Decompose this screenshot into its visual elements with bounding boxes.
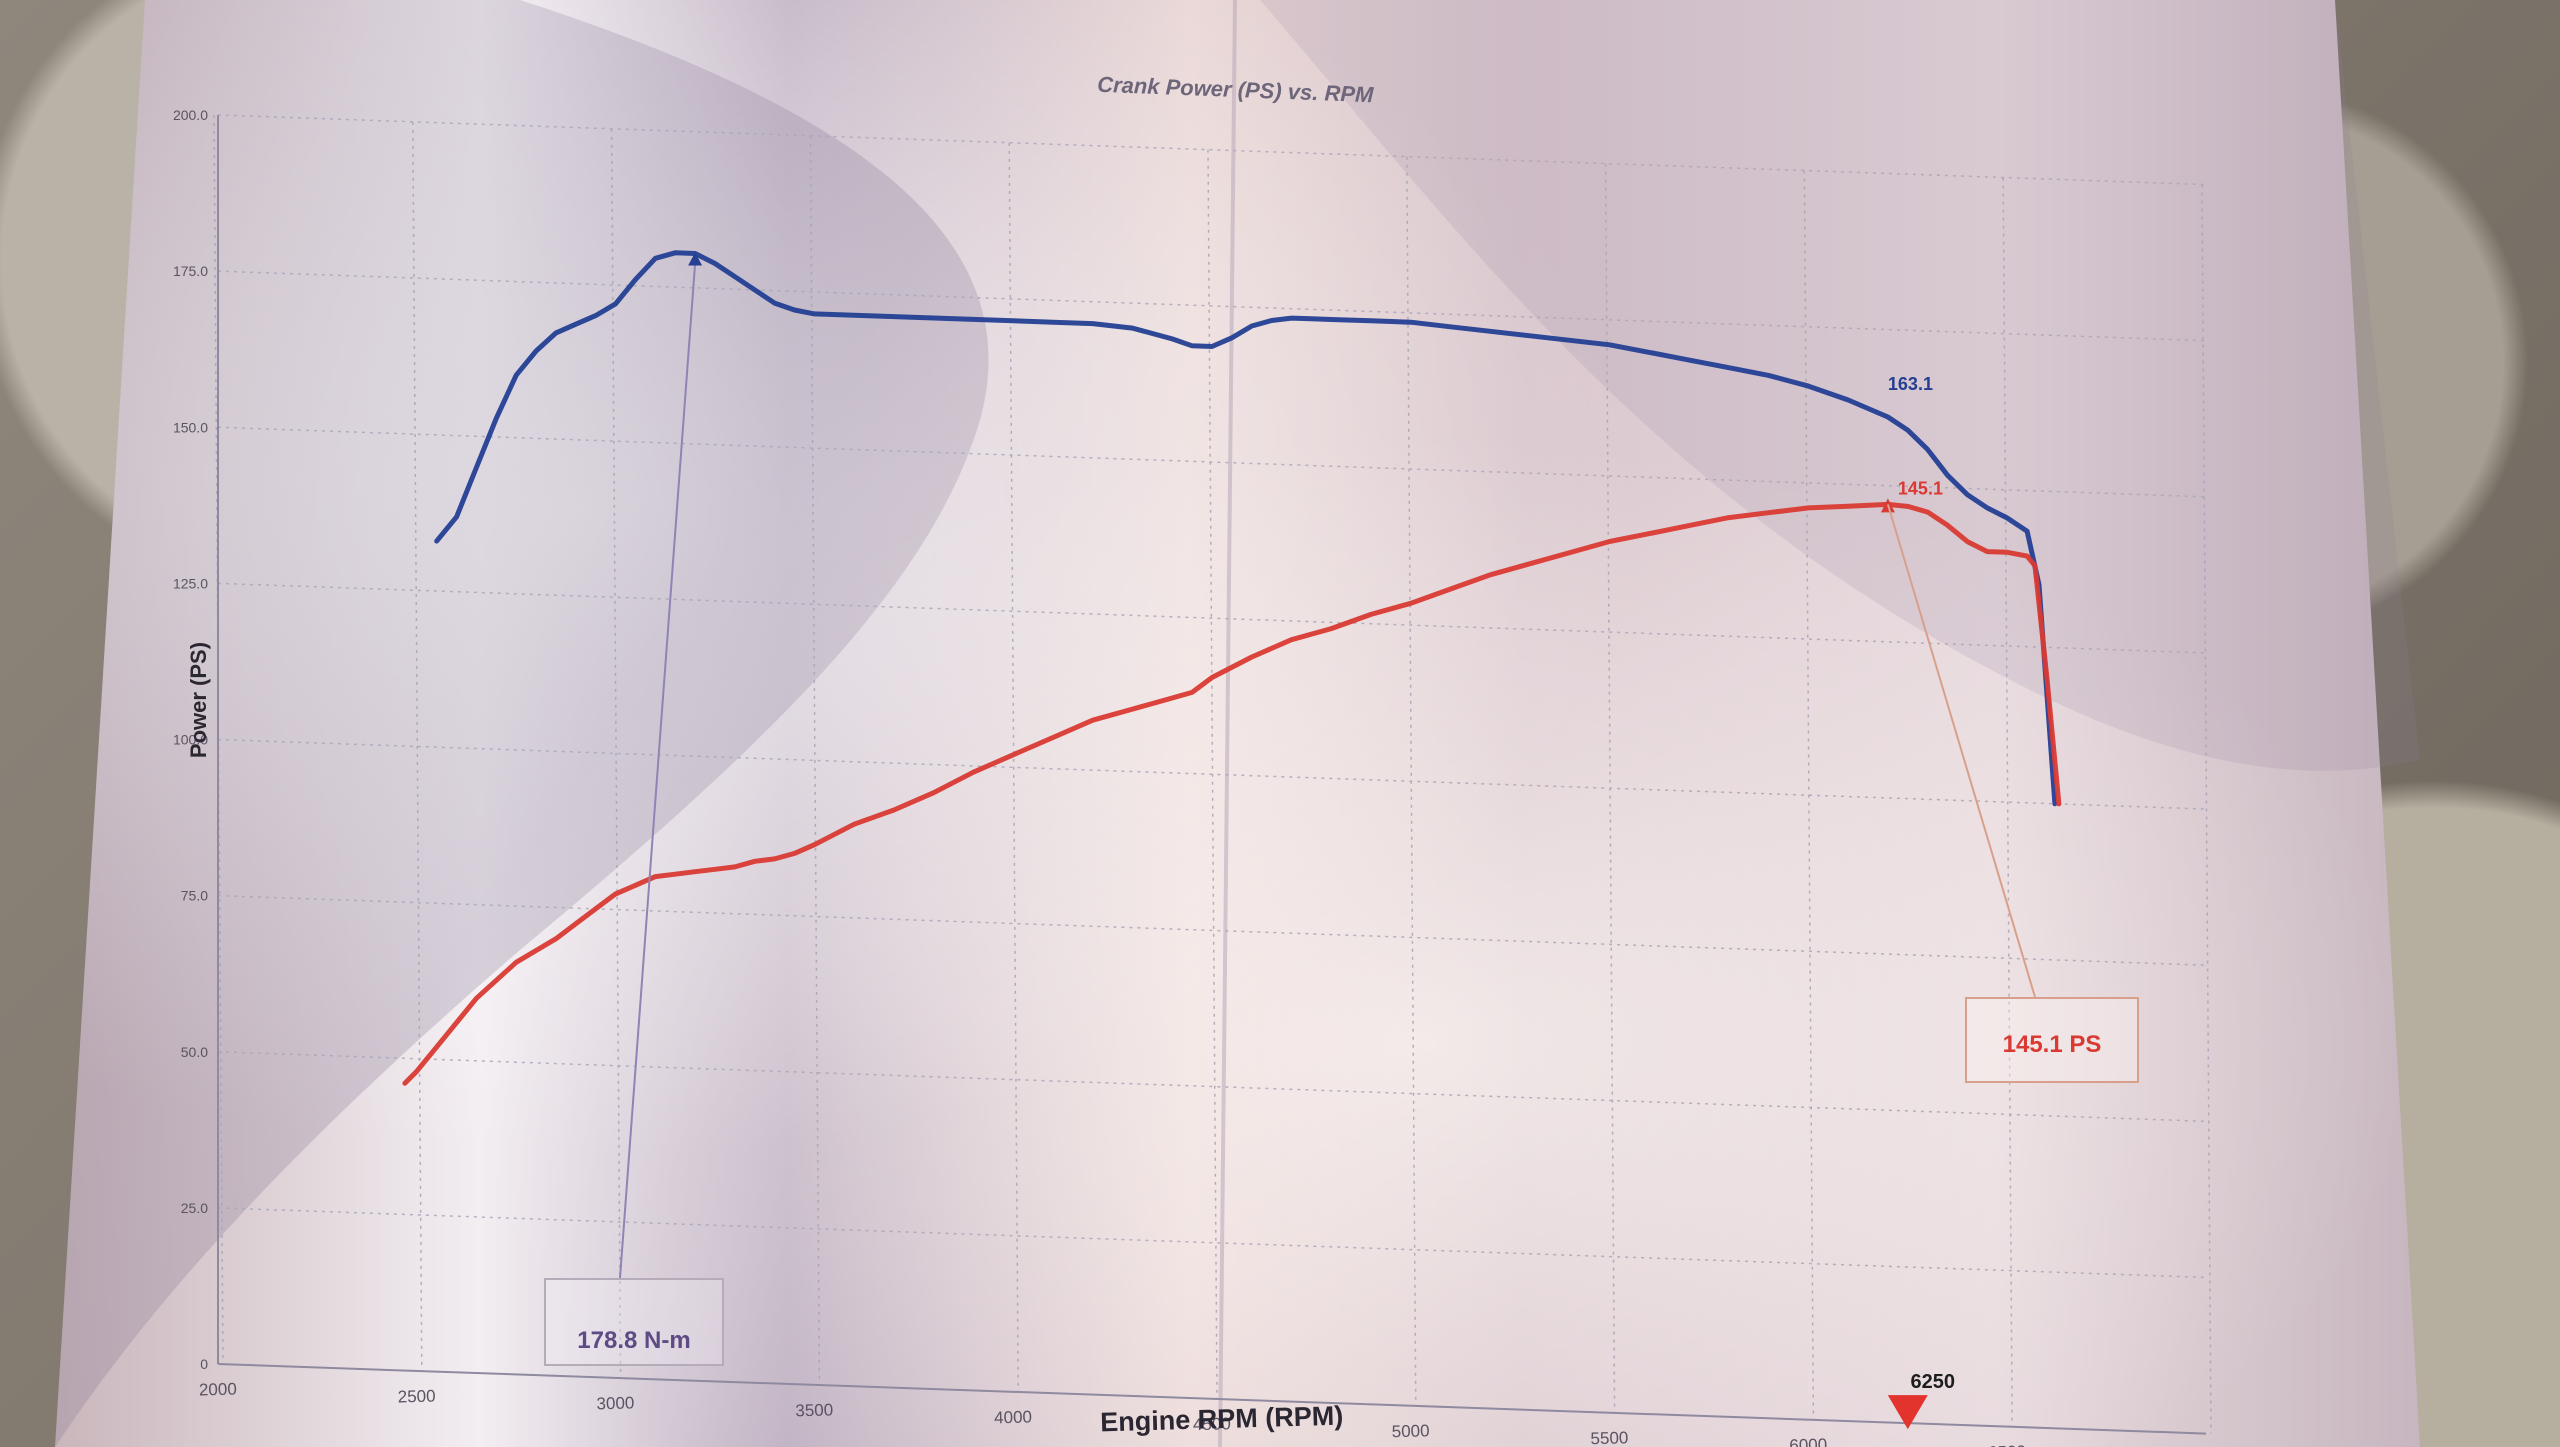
- y-tick-label: 125.0: [173, 575, 208, 591]
- red-peak-callout-text: 145.1 PS: [2003, 1031, 2102, 1058]
- grid-line-y: [217, 270, 2207, 342]
- x-tick-label: 5500: [1590, 1428, 1628, 1447]
- red-peak-leader-line: [1886, 504, 2036, 998]
- grid-line-y: [217, 1207, 2207, 1279]
- x-axis-line: [217, 1363, 2207, 1435]
- annotations: 163.1 145.1 145.1 PS 178.8 N-m 6250: [544, 252, 2139, 1430]
- blue-power-curve: [434, 250, 2058, 807]
- x-tick-label: 6000: [1789, 1435, 1827, 1447]
- x-tick-label: 2500: [397, 1386, 435, 1406]
- x-tick-label: 5000: [1391, 1421, 1429, 1441]
- x-tick-label: 3500: [795, 1400, 833, 1420]
- grid-line-x: [1803, 170, 1815, 1420]
- x-tick-label: 6500: [1988, 1442, 2026, 1447]
- y-tick-label: 50.0: [181, 1044, 208, 1060]
- x-tick-label: 4000: [994, 1407, 1032, 1427]
- y-tick-label: 150.0: [173, 419, 208, 435]
- torque-peak-marker: [688, 252, 703, 266]
- x-tick-label: 4500: [1193, 1414, 1231, 1434]
- grid-line-x: [610, 128, 622, 1378]
- chart-title: Crank Power (PS) vs. RPM: [1097, 72, 1375, 108]
- grid-line-x: [2201, 184, 2212, 1434]
- torque-leader-line: [619, 263, 697, 1279]
- y-tick-label: 200.0: [173, 107, 208, 123]
- y-tick-label: 175.0: [173, 263, 208, 279]
- grid-line-y: [217, 738, 2207, 810]
- y-tick-label: 75.0: [181, 888, 208, 904]
- grid-line-y: [217, 426, 2207, 498]
- rpm-marker-label: 6250: [1911, 1371, 1956, 1393]
- y-tick-label: 100.0: [173, 732, 208, 748]
- y-tick-label: 0: [200, 1356, 208, 1372]
- y-tick-label: 25.0: [181, 1200, 208, 1216]
- series-layer: [402, 250, 2062, 1086]
- torque-callout-text: 178.8 N-m: [577, 1327, 690, 1354]
- grid-line-x: [1207, 149, 1218, 1399]
- red-power-curve: [402, 501, 2062, 1086]
- x-tick-label: 2000: [199, 1379, 237, 1399]
- grid-lines: [213, 114, 2212, 1435]
- grid-line-y: [217, 114, 2207, 186]
- x-axis-title: Engine RPM (RPM): [1100, 1401, 1344, 1438]
- grid-line-x: [809, 135, 821, 1385]
- grid-line-x: [412, 121, 423, 1371]
- torque-callout-box: [544, 1278, 724, 1366]
- blue-peak-value: 163.1: [1888, 374, 1933, 394]
- grid-line-y: [217, 894, 2207, 966]
- y-axis-title: Power (PS): [186, 642, 211, 758]
- grid-line-y: [217, 582, 2207, 654]
- x-tick-label: 3000: [596, 1393, 634, 1413]
- red-peak-callout-box: [1965, 997, 2139, 1083]
- rpm-marker-triangle: [1887, 1395, 1928, 1430]
- grid-line-x: [2002, 177, 2013, 1427]
- axes: 2000 2500 3000 3500 4000 4500 5000 5500 6000 6500…: [173, 107, 2207, 1447]
- grid-line-y: [217, 1051, 2207, 1123]
- red-peak-value: 145.1: [1898, 478, 1943, 498]
- grid-line-x: [1008, 142, 1019, 1392]
